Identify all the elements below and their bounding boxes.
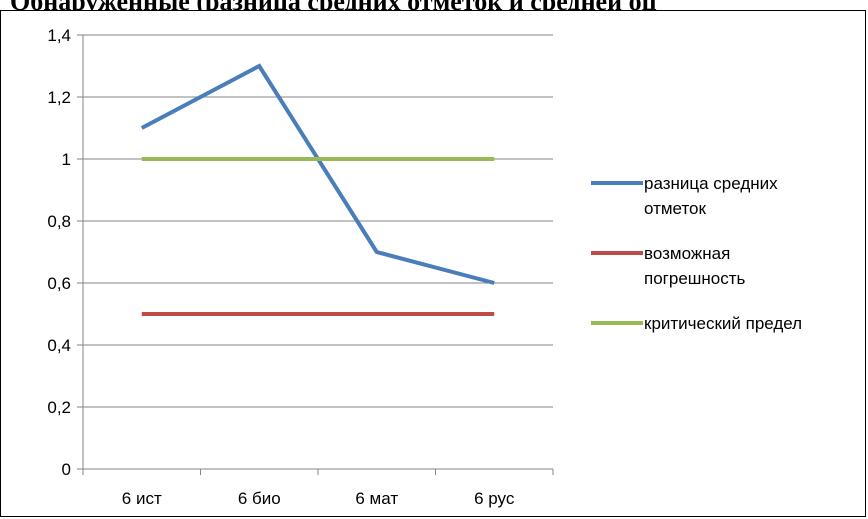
gridlines: [83, 34, 553, 408]
y-tick-label: 0,6: [47, 274, 71, 293]
chart-frame: 0 0,2 0,4 0,6 0,8 1 1,2 1,4 6 ист 6 био 6 мат 6 рус…: [0, 10, 866, 517]
legend-label: разница средних: [644, 174, 778, 193]
y-tick-label: 1,4: [47, 26, 71, 45]
x-tick-label: 6 мат: [355, 489, 398, 508]
y-tick-label: 0,8: [47, 212, 71, 231]
y-tick-label: 0: [62, 460, 71, 479]
series-lines: [140, 63, 495, 316]
line-chart: 0 0,2 0,4 0,6 0,8 1 1,2 1,4 6 ист 6 био 6 мат 6 рус…: [47, 26, 802, 508]
legend-label: критический предел: [644, 314, 802, 333]
y-tick-label: 0,4: [47, 336, 71, 355]
axes: 0 0,2 0,4 0,6 0,8 1 1,2 1,4 6 ист 6 био 6 мат 6 рус: [47, 26, 554, 508]
x-tick-label: 6 ист: [122, 489, 162, 508]
y-tick-label: 1: [62, 150, 71, 169]
x-tick-label: 6 рус: [474, 489, 515, 508]
legend-label: возможная: [644, 244, 730, 263]
legend-label: погрешность: [644, 269, 746, 288]
y-tick-label: 0,2: [47, 398, 71, 417]
y-tick-label: 1,2: [47, 88, 71, 107]
x-tick-label: 6 био: [238, 489, 281, 508]
legend-label: отметок: [644, 199, 706, 218]
legend: разница средних отметок возможная погрешнос…: [591, 174, 802, 333]
series-line-1: [140, 63, 495, 285]
